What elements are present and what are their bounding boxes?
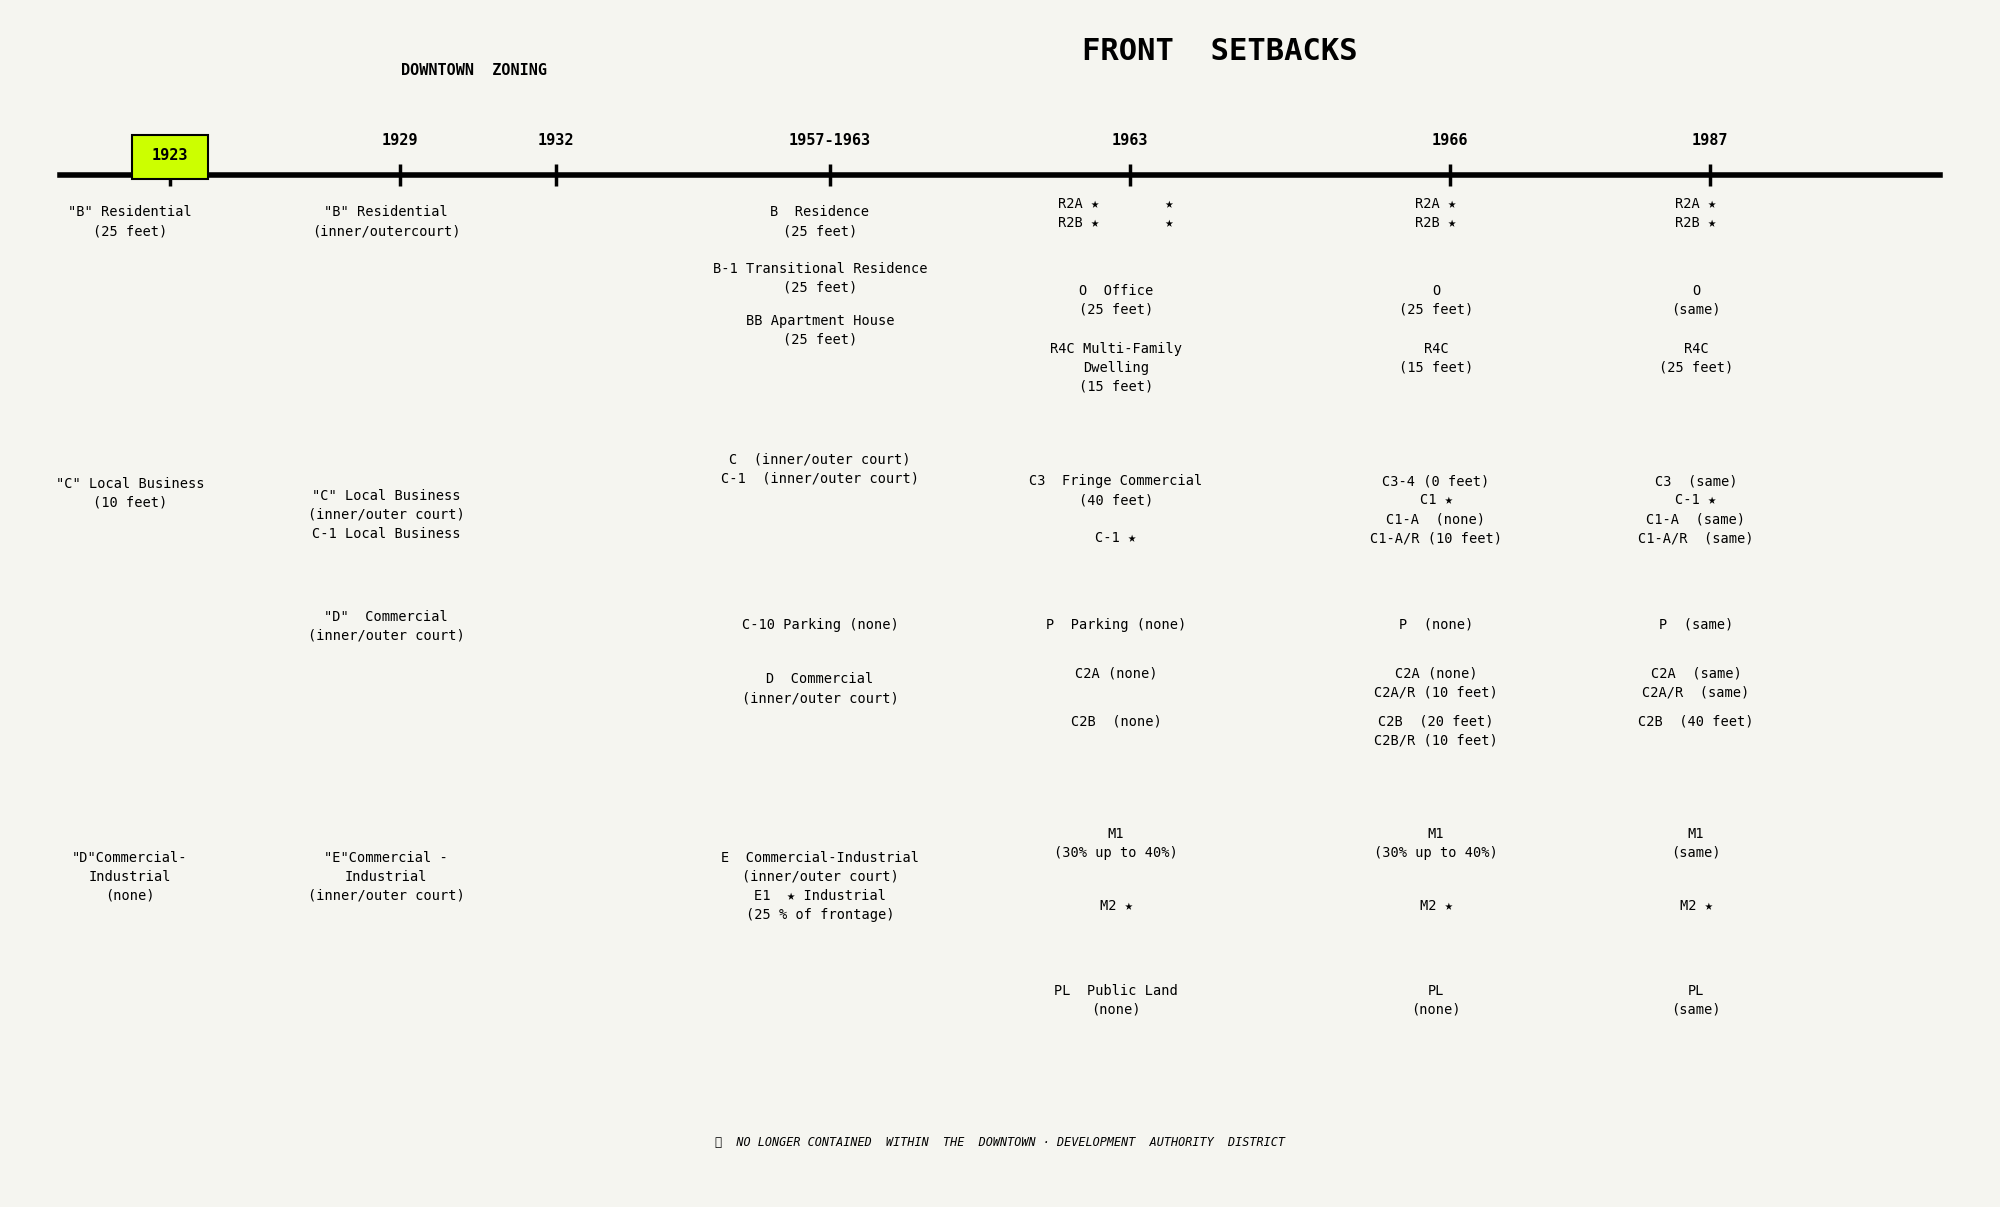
Text: "C" Local Business
(inner/outer court)
C-1 Local Business: "C" Local Business (inner/outer court) C… — [308, 489, 464, 541]
Text: R2A ★
R2B ★: R2A ★ R2B ★ — [1416, 197, 1456, 229]
Text: FRONT  SETBACKS: FRONT SETBACKS — [1082, 37, 1358, 66]
Text: P  (none): P (none) — [1398, 618, 1474, 632]
Text: C  (inner/outer court)
C-1  (inner/outer court): C (inner/outer court) C-1 (inner/outer c… — [720, 453, 920, 485]
Text: R2A ★
R2B ★: R2A ★ R2B ★ — [1676, 197, 1716, 229]
Text: 1932: 1932 — [538, 134, 574, 148]
FancyBboxPatch shape — [132, 135, 208, 179]
Text: "C" Local Business
(10 feet): "C" Local Business (10 feet) — [56, 477, 204, 509]
Text: 1929: 1929 — [382, 134, 418, 148]
Text: C-10 Parking (none): C-10 Parking (none) — [742, 618, 898, 632]
Text: M1
(same): M1 (same) — [1672, 827, 1720, 859]
Text: R4C
(25 feet): R4C (25 feet) — [1658, 342, 1734, 374]
Text: C-1 ★: C-1 ★ — [1096, 531, 1136, 546]
Text: C2A (none)
C2A/R (10 feet): C2A (none) C2A/R (10 feet) — [1374, 666, 1498, 699]
Text: ★  NO LONGER CONTAINED  WITHIN  THE  DOWNTOWN · DEVELOPMENT  AUTHORITY  DISTRICT: ★ NO LONGER CONTAINED WITHIN THE DOWNTOW… — [716, 1136, 1284, 1149]
Text: O
(25 feet): O (25 feet) — [1398, 284, 1474, 316]
Text: "B" Residential
(25 feet): "B" Residential (25 feet) — [68, 205, 192, 238]
Text: "E"Commercial -
Industrial
(inner/outer court): "E"Commercial - Industrial (inner/outer … — [308, 851, 464, 903]
Text: R4C
(15 feet): R4C (15 feet) — [1398, 342, 1474, 374]
Text: "D"  Commercial
(inner/outer court): "D" Commercial (inner/outer court) — [308, 610, 464, 642]
Text: M2 ★: M2 ★ — [1100, 899, 1132, 914]
Text: PL
(none): PL (none) — [1412, 984, 1460, 1016]
Text: 1963: 1963 — [1112, 134, 1148, 148]
Text: PL
(same): PL (same) — [1672, 984, 1720, 1016]
Text: R4C Multi-Family
Dwelling
(15 feet): R4C Multi-Family Dwelling (15 feet) — [1050, 342, 1182, 393]
Text: 1987: 1987 — [1692, 134, 1728, 148]
Text: D  Commercial
(inner/outer court): D Commercial (inner/outer court) — [742, 672, 898, 705]
Text: B-1 Transitional Residence
(25 feet): B-1 Transitional Residence (25 feet) — [712, 262, 928, 295]
Text: "B" Residential
(inner/outercourt): "B" Residential (inner/outercourt) — [312, 205, 460, 238]
Text: B  Residence
(25 feet): B Residence (25 feet) — [770, 205, 870, 238]
Text: O
(same): O (same) — [1672, 284, 1720, 316]
Text: C3-4 (0 feet)
C1 ★
C1-A  (none)
C1-A/R (10 feet): C3-4 (0 feet) C1 ★ C1-A (none) C1-A/R (1… — [1370, 474, 1502, 546]
Text: M2 ★: M2 ★ — [1680, 899, 1712, 914]
Text: PL  Public Land
(none): PL Public Land (none) — [1054, 984, 1178, 1016]
Text: R2A ★        ★
R2B ★        ★: R2A ★ ★ R2B ★ ★ — [1058, 197, 1174, 229]
Text: 1957-1963: 1957-1963 — [788, 134, 872, 148]
Text: C2A (none): C2A (none) — [1074, 666, 1158, 681]
Text: 1966: 1966 — [1432, 134, 1468, 148]
Text: C3  Fringe Commercial
(40 feet): C3 Fringe Commercial (40 feet) — [1030, 474, 1202, 507]
Text: C2A  (same)
C2A/R  (same): C2A (same) C2A/R (same) — [1642, 666, 1750, 699]
Text: C2B  (20 feet)
C2B/R (10 feet): C2B (20 feet) C2B/R (10 feet) — [1374, 715, 1498, 747]
Text: BB Apartment House
(25 feet): BB Apartment House (25 feet) — [746, 314, 894, 346]
Text: E  Commercial-Industrial
(inner/outer court)
E1  ★ Industrial
(25 % of frontage): E Commercial-Industrial (inner/outer cou… — [720, 851, 920, 922]
Text: M1
(30% up to 40%): M1 (30% up to 40%) — [1054, 827, 1178, 859]
Text: DOWNTOWN  ZONING: DOWNTOWN ZONING — [400, 64, 548, 78]
Text: 1923: 1923 — [152, 148, 188, 163]
Text: P  Parking (none): P Parking (none) — [1046, 618, 1186, 632]
Text: C2B  (none): C2B (none) — [1070, 715, 1162, 729]
Text: M2 ★: M2 ★ — [1420, 899, 1452, 914]
Text: P  (same): P (same) — [1658, 618, 1734, 632]
Text: O  Office
(25 feet): O Office (25 feet) — [1078, 284, 1154, 316]
Text: "D"Commercial-
Industrial
(none): "D"Commercial- Industrial (none) — [72, 851, 188, 903]
Text: C3  (same)
C-1 ★
C1-A  (same)
C1-A/R  (same): C3 (same) C-1 ★ C1-A (same) C1-A/R (same… — [1638, 474, 1754, 546]
Text: M1
(30% up to 40%): M1 (30% up to 40%) — [1374, 827, 1498, 859]
Text: C2B  (40 feet): C2B (40 feet) — [1638, 715, 1754, 729]
